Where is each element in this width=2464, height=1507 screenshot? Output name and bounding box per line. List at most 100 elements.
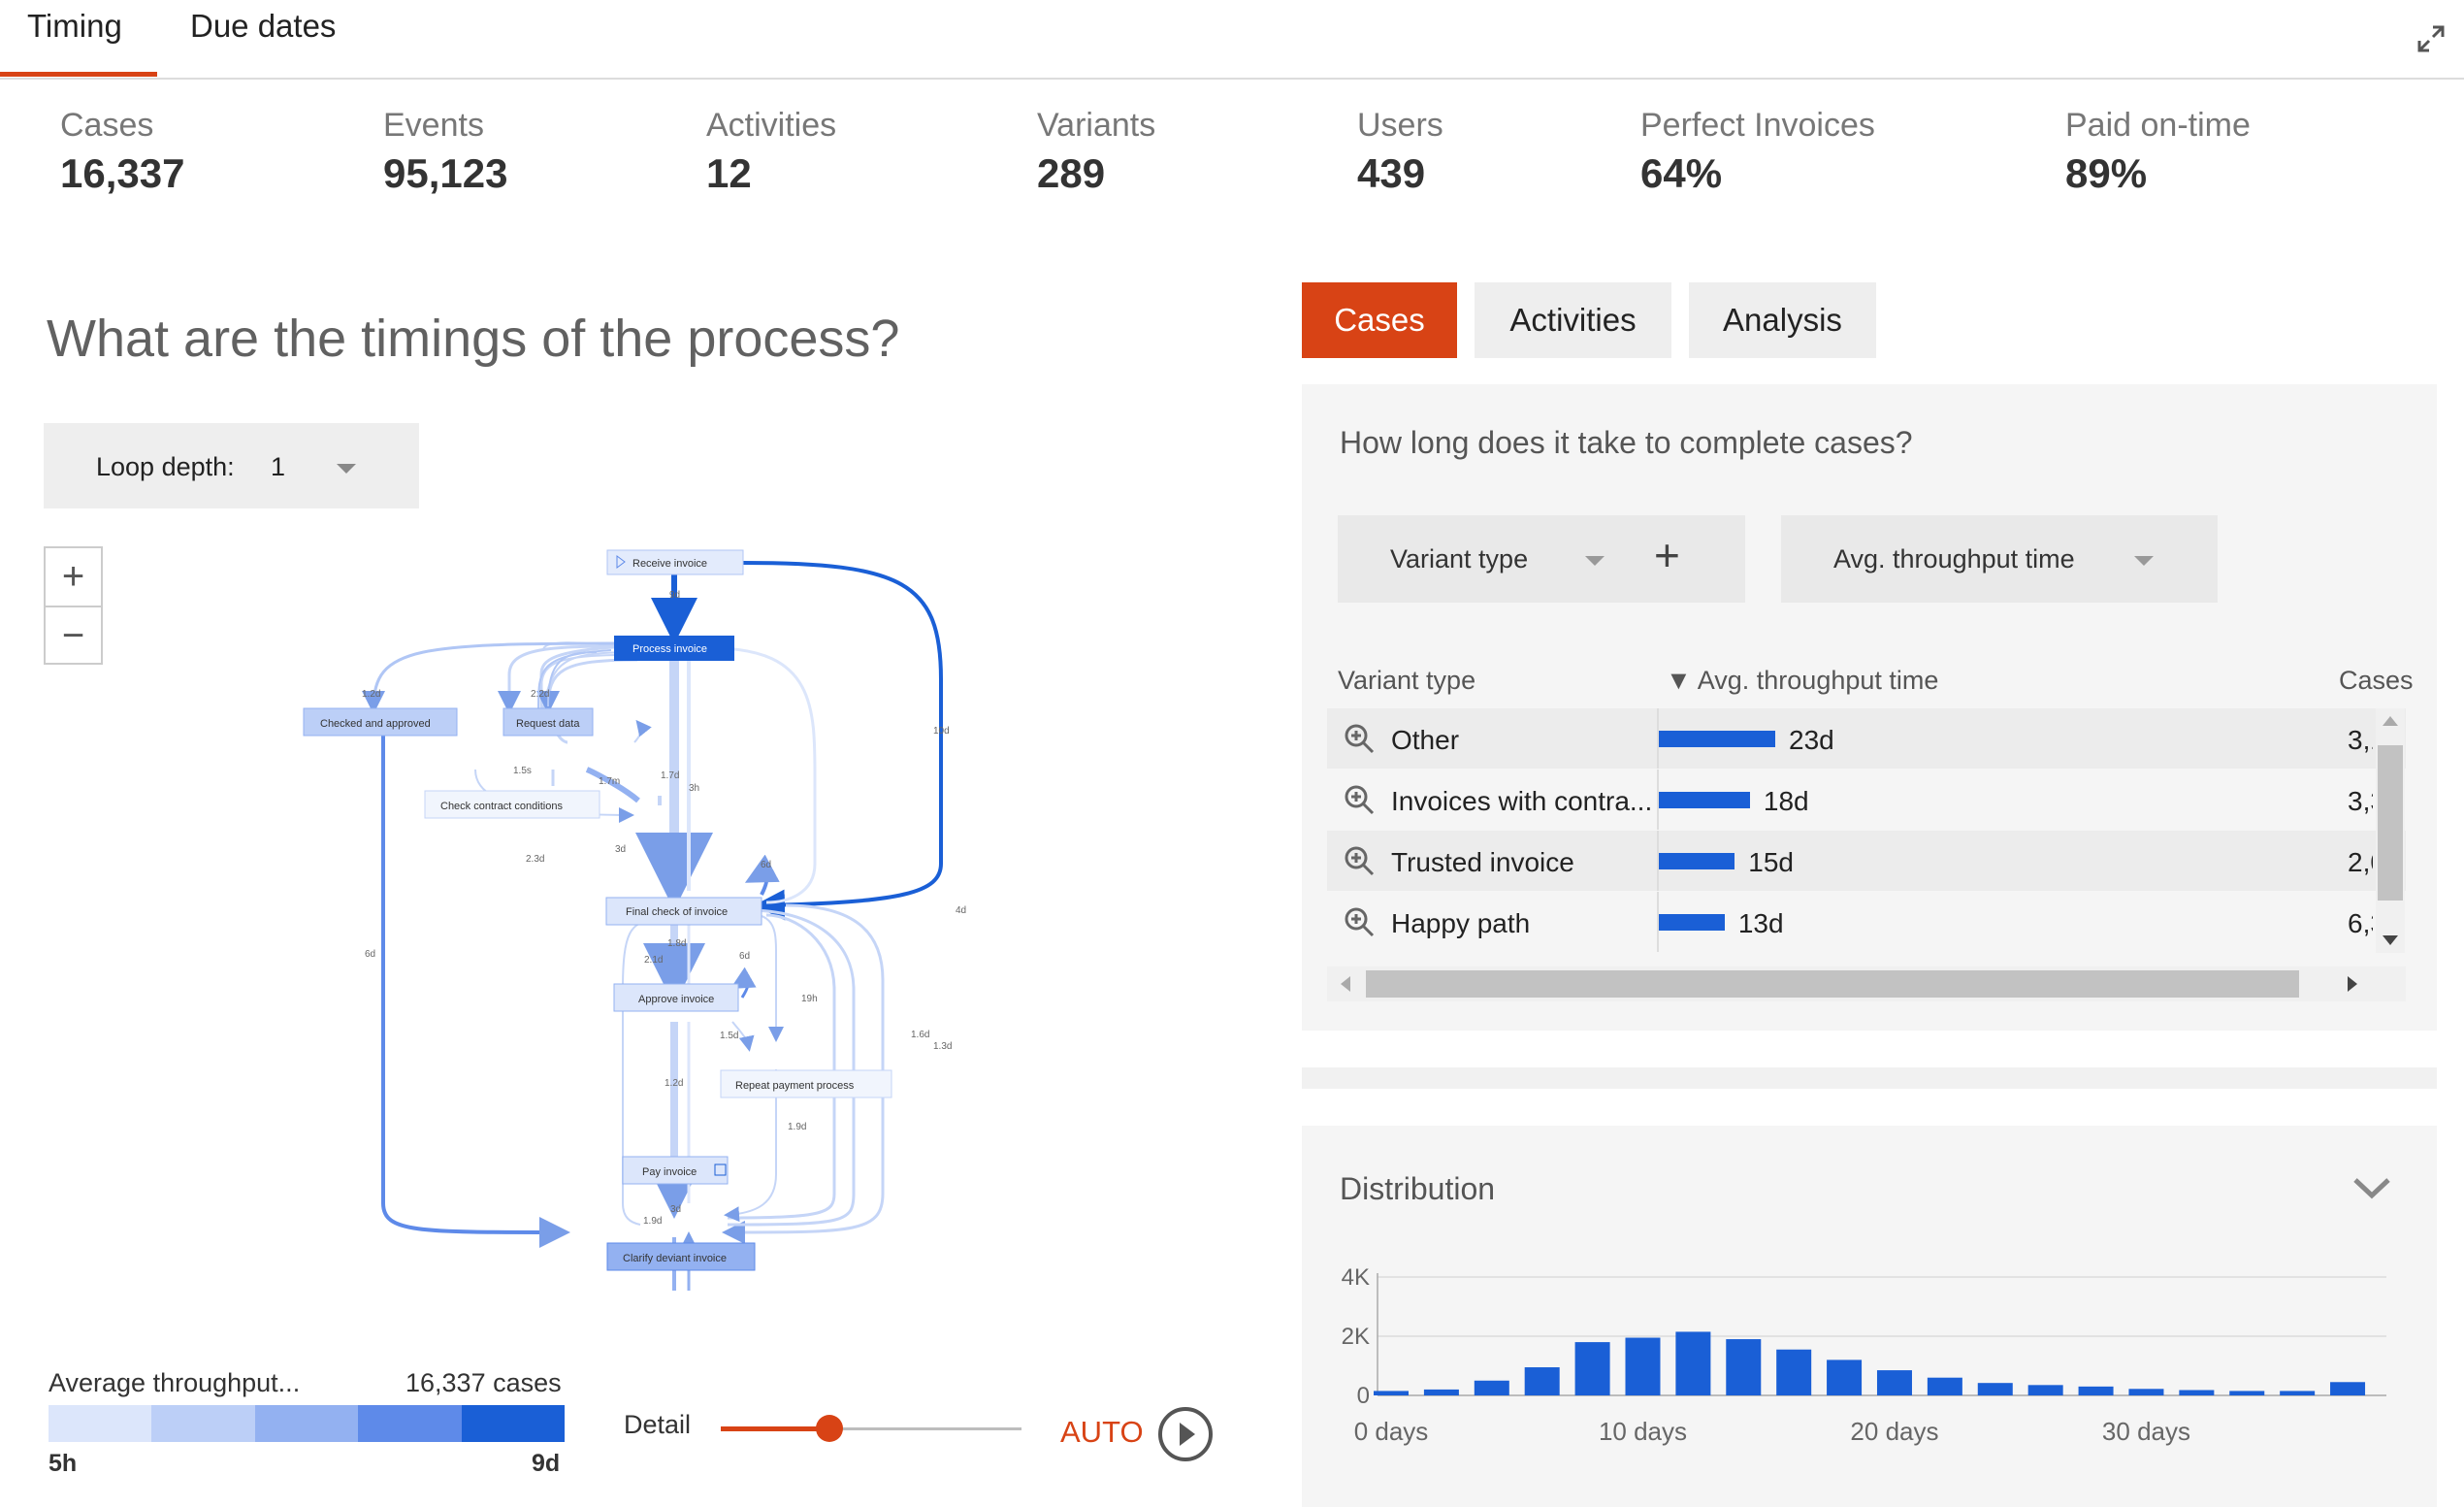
kpi-value: 64% [1640,150,1723,196]
tab-analysis[interactable]: Analysis [1689,282,1876,358]
tab-timing[interactable]: Timing [0,8,157,77]
kpi-value: 16,337 [60,150,185,196]
process-edge [585,767,640,803]
cases-value: 3,3 [2348,786,2373,816]
edge-label: 19h [801,994,818,1004]
zoom-control: + − [44,546,103,665]
table-row[interactable]: Trusted invoice 15d 2,0 [1327,831,2406,891]
column-divider [1657,831,1659,891]
tab-due-dates[interactable]: Due dates [190,8,337,44]
vertical-scrollbar[interactable] [2376,708,2405,953]
kpi-value: 439 [1357,150,1426,196]
kpi-dropdown[interactable]: Avg. throughput time [1781,515,2218,603]
expand-icon[interactable] [2412,19,2450,58]
kpi-value: 289 [1037,150,1106,196]
process-node-checked-approved[interactable]: Checked and approved [303,707,458,737]
process-node-check-contract[interactable]: Check contract conditions [424,790,600,819]
histogram-bar [2280,1391,2316,1395]
histogram-bar [1776,1349,1812,1395]
legend-color-scale [49,1405,566,1442]
process-node-repeat-payment[interactable]: Repeat payment process [720,1069,892,1098]
table-row[interactable]: Happy path 13d 6,3 [1327,892,2406,952]
zoom-in-icon[interactable] [1343,783,1376,816]
process-node-pay-invoice[interactable]: Pay invoice [622,1156,729,1185]
zoom-in-button[interactable]: + [46,548,101,607]
zoom-in-icon[interactable] [1343,722,1376,755]
legend-title: Average throughput... [49,1368,301,1397]
kpi-cases: Cases 16,337 [60,107,184,197]
edge-label: 1.8d [667,938,686,949]
process-node-final-check[interactable]: Final check of invoice [605,897,762,926]
detail-slider[interactable] [721,1427,1021,1430]
column-header-cases[interactable]: Cases [2339,666,2414,695]
process-edge [536,658,638,714]
scroll-left-icon[interactable] [1341,976,1350,992]
y-tick-label: 2K [1342,1324,1370,1350]
histogram-bar [2179,1390,2215,1395]
node-label: Pay invoice [642,1166,697,1178]
kpi-label: Activities [706,107,837,144]
histogram-bar [2078,1386,2114,1395]
table-row[interactable]: Invoices with contra... 18d 3,3 [1327,770,2406,830]
throughput-value: 23d [1789,725,1834,755]
legend-swatch [49,1405,152,1442]
x-tick-label: 10 days [1599,1417,1687,1446]
process-node-clarify-deviant[interactable]: Clarify deviant invoice [606,1242,756,1271]
process-edge [724,1069,777,1223]
page-question: What are the timings of the process? [47,310,900,368]
edge-label: 6d [365,949,375,960]
kpi-label: Paid on-time [2065,107,2251,144]
scroll-down-icon[interactable] [2383,935,2398,945]
process-edge [539,644,630,708]
variant-name: Invoices with contra... [1391,786,1653,816]
kpi-label: Perfect Invoices [1640,107,1875,144]
process-edge [540,654,625,708]
histogram-bar [2229,1391,2265,1395]
edge-label: 1.5d [720,1031,738,1041]
column-divider [1657,770,1659,830]
dimension-dropdown[interactable]: Variant type + [1338,515,1745,603]
column-divider [1657,708,1659,769]
horizontal-scrollbar[interactable] [1327,966,2406,1001]
edge-label: 1.5s [513,766,532,776]
x-tick-label: 20 days [1850,1417,1938,1446]
detail-slider-handle[interactable] [815,1415,843,1442]
loop-depth-dropdown[interactable]: Loop depth: 1 [44,423,419,508]
scroll-up-icon[interactable] [2383,716,2398,726]
zoom-in-icon[interactable] [1343,905,1376,938]
column-header-variant[interactable]: Variant type [1338,666,1476,695]
throughput-bar [1659,792,1750,808]
kpi-label: Variants [1037,107,1156,144]
process-node-request-data[interactable]: Request data [503,707,594,737]
add-dimension-button[interactable]: + [1654,530,1680,580]
histogram-bar [1675,1331,1711,1395]
auto-button[interactable]: AUTO [1060,1415,1144,1449]
table-row[interactable]: Other 23d 3,1 [1327,708,2406,769]
process-node-process-invoice[interactable]: Process invoice [614,636,734,661]
zoom-in-icon[interactable] [1343,844,1376,877]
process-edge [731,1021,755,1052]
edge-label: 1.9d [788,1122,806,1132]
node-label: Checked and approved [320,718,431,730]
play-icon[interactable] [1156,1405,1215,1463]
process-edge [731,911,784,1042]
tab-cases[interactable]: Cases [1302,282,1457,358]
horizontal-scroll-thumb[interactable] [1366,970,2299,998]
x-tick-label: 0 days [1354,1417,1429,1446]
tab-activities[interactable]: Activities [1475,282,1671,358]
zoom-out-button[interactable]: − [61,614,85,657]
throughput-bar [1659,914,1725,931]
chevron-down-icon [1585,556,1605,566]
chevron-down-icon[interactable] [2348,1164,2396,1213]
histogram-bar [2128,1389,2164,1395]
legend-swatch [254,1405,359,1442]
loop-depth-value: 1 [271,452,286,481]
process-node-approve[interactable]: Approve invoice [613,983,739,1012]
process-node-receive-invoice[interactable]: Receive invoice [606,549,744,575]
node-label: Request data [516,718,580,730]
process-map[interactable]: Receive invoice Process invoice Checked … [272,534,989,1291]
column-header-throughput[interactable]: ▼ Avg. throughput time [1666,666,1939,695]
histogram-bar [1374,1391,1409,1395]
vertical-scroll-thumb[interactable] [2378,745,2403,901]
scroll-right-icon[interactable] [2348,976,2357,992]
